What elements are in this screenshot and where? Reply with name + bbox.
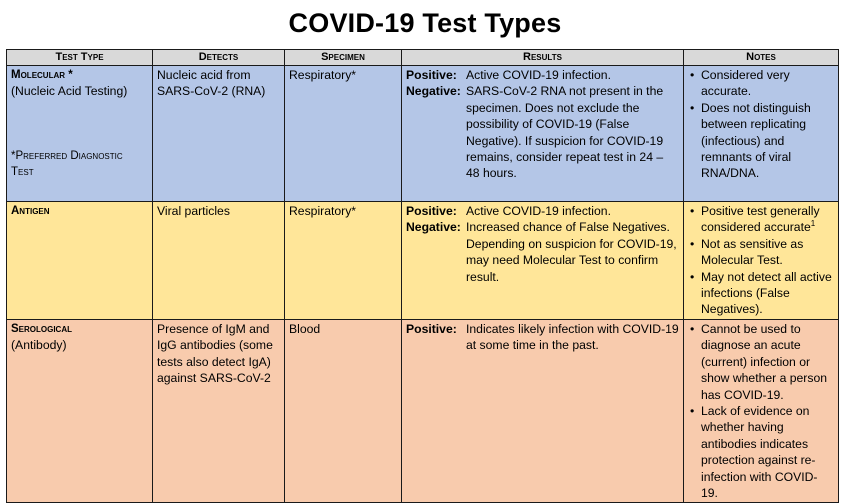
test-types-table: Test Type Detects Specimen Results Notes…	[6, 49, 839, 503]
cell-specimen: Respiratory*	[284, 65, 402, 202]
note-item: Cannot be used to diagnose an acute (cur…	[690, 321, 834, 403]
result-text-negative: Increased chance of False Negatives. Dep…	[466, 220, 677, 284]
cell-notes: Positive test generally considered accur…	[683, 201, 839, 320]
cell-results: Positive: Indicates likely infection wit…	[401, 318, 684, 503]
result-text-negative: SARS-CoV-2 RNA not present in the specim…	[466, 84, 664, 181]
header-row: Test Type Detects Specimen Results Notes	[6, 49, 839, 66]
note-text: Positive test generally considered accur…	[701, 204, 820, 235]
cell-test-type: Molecular * (Nucleic Acid Testing) *Pref…	[6, 65, 153, 202]
test-type-name: Antigen	[11, 205, 50, 217]
result-text-positive: Active COVID-19 infection.	[466, 204, 611, 218]
test-type-footnote: *Preferred Diagnostic	[11, 149, 123, 162]
result-label-positive: Positive:	[406, 68, 457, 82]
cell-results: Positive: Active COVID-19 infection. Neg…	[401, 65, 684, 202]
result-text-positive: Indicates likely infection with COVID-19…	[466, 322, 679, 353]
test-type-footnote-cont: Test	[11, 166, 34, 179]
result-label-negative: Negative:	[406, 84, 461, 99]
note-item: Positive test generally considered accur…	[690, 203, 834, 236]
header-test-type: Test Type	[6, 49, 153, 66]
cell-notes: Considered very accurate. Does not disti…	[683, 65, 839, 202]
test-type-name: Serological	[11, 323, 73, 335]
table-row-serological: Serological (Antibody) Presence of IgM a…	[6, 318, 839, 503]
test-type-name: Molecular *	[11, 69, 73, 81]
note-item: May not detect all active infections (Fa…	[690, 269, 834, 318]
header-results: Results	[401, 49, 684, 66]
cell-specimen: Respiratory*	[284, 201, 402, 320]
cell-test-type: Serological (Antibody)	[6, 318, 153, 503]
header-specimen: Specimen	[284, 49, 402, 66]
note-item: Considered very accurate.	[690, 67, 834, 100]
result-label-positive: Positive:	[406, 322, 457, 336]
header-detects: Detects	[152, 49, 285, 66]
page-title: COVID-19 Test Types	[288, 8, 562, 38]
cell-results: Positive: Active COVID-19 infection. Neg…	[401, 201, 684, 320]
note-item: Does not distinguish between replicating…	[690, 100, 834, 182]
cell-test-type: Antigen	[6, 201, 153, 320]
cell-detects: Presence of IgM and IgG antibodies (some…	[152, 318, 285, 503]
cell-notes: Cannot be used to diagnose an acute (cur…	[683, 318, 839, 503]
header-notes: Notes	[683, 49, 839, 66]
footnote-ref: 1	[810, 219, 816, 229]
table-row-antigen: Antigen Viral particles Respiratory* Pos…	[6, 201, 839, 320]
test-type-subtitle: (Nucleic Acid Testing)	[11, 84, 128, 99]
result-label-negative: Negative:	[406, 220, 461, 235]
note-item: Lack of evidence on whether having antib…	[690, 403, 834, 501]
cell-detects: Nucleic acid from SARS-CoV-2 (RNA)	[152, 65, 285, 202]
result-text-positive: Active COVID-19 infection.	[466, 68, 611, 82]
note-item: Not as sensitive as Molecular Test.	[690, 236, 834, 269]
test-type-subtitle: (Antibody)	[11, 338, 67, 353]
cell-specimen: Blood	[284, 318, 402, 503]
result-label-positive: Positive:	[406, 204, 457, 218]
cell-detects: Viral particles	[152, 201, 285, 320]
table-row-molecular: Molecular * (Nucleic Acid Testing) *Pref…	[6, 65, 839, 202]
